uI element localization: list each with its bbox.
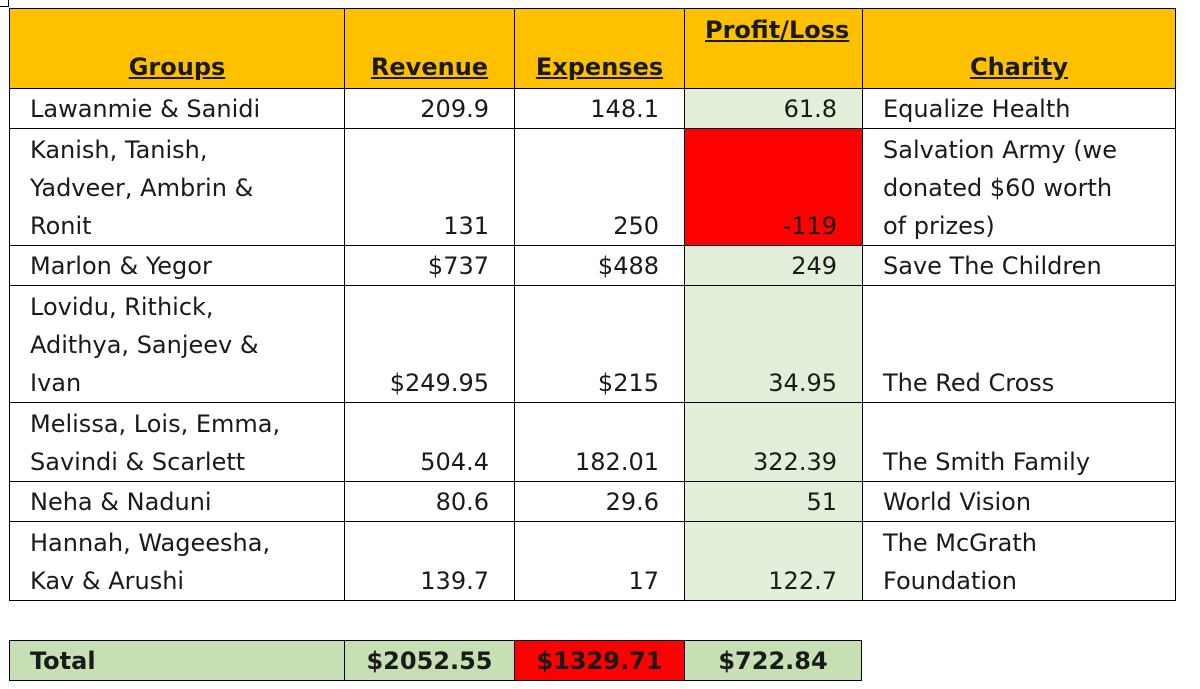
revenue-cell[interactable]: 131: [344, 128, 515, 246]
charity-cell[interactable]: Equalize Health: [862, 88, 1176, 129]
header-row: Groups Revenue Expenses Profit/Loss Char…: [9, 8, 1176, 89]
table-row: Hannah, Wageesha, Kav & Arushi 139.7 17 …: [9, 521, 1176, 601]
charity-cell[interactable]: The McGrath Foundation: [862, 521, 1176, 601]
charity-line: Foundation: [883, 567, 1017, 595]
group-line: Ronit: [30, 212, 92, 240]
table-row: Lawanmie & Sanidi 209.9 148.1 61.8 Equal…: [9, 88, 1176, 129]
group-line: Kanish, Tanish,: [30, 136, 208, 164]
group-cell[interactable]: Lawanmie & Sanidi: [9, 88, 345, 129]
profit-loss-cell[interactable]: 322.39: [684, 402, 863, 482]
group-cell[interactable]: Melissa, Lois, Emma, Savindi & Scarlett: [9, 402, 345, 482]
group-line: Yadveer, Ambrin &: [30, 174, 254, 202]
profit-loss-cell[interactable]: 61.8: [684, 88, 863, 129]
total-row: Total $2052.55 $1329.71 $722.84: [9, 640, 862, 681]
total-label[interactable]: Total: [9, 640, 345, 681]
group-line: Lovidu, Rithick,: [30, 293, 214, 321]
charity-cell[interactable]: Salvation Army (we donated $60 worth of …: [862, 128, 1176, 246]
revenue-cell[interactable]: 139.7: [344, 521, 515, 601]
revenue-cell[interactable]: $737: [344, 245, 515, 286]
group-line: Hannah, Wageesha,: [30, 529, 271, 557]
revenue-cell[interactable]: 209.9: [344, 88, 515, 129]
group-cell[interactable]: Lovidu, Rithick, Adithya, Sanjeev & Ivan: [9, 285, 345, 403]
profit-loss-cell[interactable]: 34.95: [684, 285, 863, 403]
header-revenue[interactable]: Revenue: [344, 8, 515, 89]
header-profit-loss[interactable]: Profit/Loss: [684, 8, 863, 89]
profit-loss-cell[interactable]: -119: [684, 128, 863, 246]
profit-loss-cell[interactable]: 249: [684, 245, 863, 286]
charity-cell[interactable]: The Smith Family: [862, 402, 1176, 482]
group-cell[interactable]: Kanish, Tanish, Yadveer, Ambrin & Ronit: [9, 128, 345, 246]
table-row: Melissa, Lois, Emma, Savindi & Scarlett …: [9, 402, 1176, 482]
expenses-cell[interactable]: 182.01: [514, 402, 685, 482]
expenses-cell[interactable]: 29.6: [514, 481, 685, 522]
group-line: Adithya, Sanjeev &: [30, 331, 259, 359]
group-line: Savindi & Scarlett: [30, 448, 246, 476]
charity-cell[interactable]: Save The Children: [862, 245, 1176, 286]
charity-cell[interactable]: The Red Cross: [862, 285, 1176, 403]
revenue-cell[interactable]: 80.6: [344, 481, 515, 522]
header-expenses[interactable]: Expenses: [514, 8, 685, 89]
charity-line: Salvation Army (we: [883, 136, 1117, 164]
total-revenue[interactable]: $2052.55: [344, 640, 515, 681]
charity-cell[interactable]: World Vision: [862, 481, 1176, 522]
group-line: Melissa, Lois, Emma,: [30, 410, 281, 438]
charity-line: The McGrath: [883, 529, 1037, 557]
total-profit-loss[interactable]: $722.84: [684, 640, 862, 681]
group-cell[interactable]: Hannah, Wageesha, Kav & Arushi: [9, 521, 345, 601]
expenses-cell[interactable]: $488: [514, 245, 685, 286]
expenses-cell[interactable]: 17: [514, 521, 685, 601]
group-cell[interactable]: Neha & Naduni: [9, 481, 345, 522]
total-expenses[interactable]: $1329.71: [514, 640, 685, 681]
expenses-cell[interactable]: $215: [514, 285, 685, 403]
table-row: Lovidu, Rithick, Adithya, Sanjeev & Ivan…: [9, 285, 1176, 403]
header-groups[interactable]: Groups: [9, 8, 345, 89]
totals-table: Total $2052.55 $1329.71 $722.84: [9, 640, 862, 681]
group-line: Kav & Arushi: [30, 567, 185, 595]
cell-corner-marker: [0, 0, 9, 7]
charity-line: donated $60 worth: [883, 174, 1113, 202]
charity-results-table: Groups Revenue Expenses Profit/Loss Char…: [9, 8, 1176, 601]
group-text: Lawanmie & Sanidi: [30, 95, 261, 123]
expenses-cell[interactable]: 250: [514, 128, 685, 246]
revenue-cell[interactable]: 504.4: [344, 402, 515, 482]
group-line: Ivan: [30, 369, 82, 397]
table-row: Marlon & Yegor $737 $488 249 Save The Ch…: [9, 245, 1176, 286]
table-row: Neha & Naduni 80.6 29.6 51 World Vision: [9, 481, 1176, 522]
profit-loss-cell[interactable]: 51: [684, 481, 863, 522]
revenue-cell[interactable]: $249.95: [344, 285, 515, 403]
header-charity[interactable]: Charity: [862, 8, 1176, 89]
charity-line: of prizes): [883, 212, 995, 240]
profit-loss-cell[interactable]: 122.7: [684, 521, 863, 601]
expenses-cell[interactable]: 148.1: [514, 88, 685, 129]
group-cell[interactable]: Marlon & Yegor: [9, 245, 345, 286]
table-row: Kanish, Tanish, Yadveer, Ambrin & Ronit …: [9, 128, 1176, 246]
